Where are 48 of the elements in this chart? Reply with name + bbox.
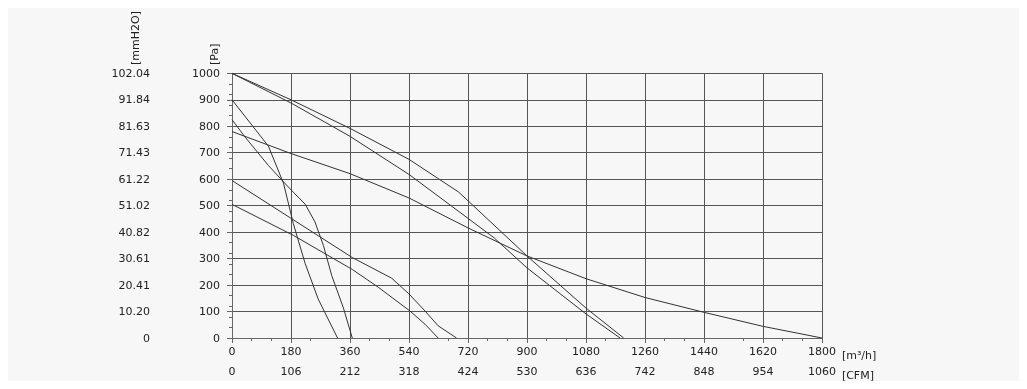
y-tick-label: 800	[199, 119, 220, 133]
x-tick-label: 900	[516, 345, 538, 358]
x-tick-label: 360	[339, 345, 361, 358]
y2-tick-label: 10.20	[118, 305, 150, 319]
x-tick-label: 720	[457, 345, 479, 358]
x-tick-label: 1080	[572, 345, 600, 358]
x-tick-label: 1800	[808, 345, 836, 358]
x-tick-label: 540	[398, 345, 420, 358]
y2-tick-label: 61.22	[118, 172, 150, 186]
y-tick-label: 400	[199, 225, 220, 239]
y2-tick-label: 71.43	[118, 146, 150, 160]
y-tick-label: 1000	[192, 66, 220, 80]
y-tick-label: 900	[199, 93, 220, 107]
y-tick-label: 600	[199, 172, 220, 186]
x-tick-label: 1260	[631, 345, 659, 358]
y-tick-label: 0	[213, 331, 220, 345]
x2-tick-label: 742	[634, 365, 656, 378]
y2-tick-label: 30.61	[118, 252, 150, 266]
x2-tick-label: 318	[398, 365, 420, 378]
x2-tick-label: 954	[752, 365, 774, 378]
y-tick-label: 300	[199, 252, 220, 266]
y2-tick-label: 20.41	[118, 278, 150, 292]
x2-tick-label: 0	[228, 365, 236, 378]
x-axis-title: [m³/h]	[841, 349, 877, 362]
x2-tick-label: 424	[457, 365, 479, 378]
x-tick-label: 1440	[690, 345, 718, 358]
y-tick-label: 100	[199, 305, 220, 319]
y-axis-title: [Pa]	[208, 43, 221, 65]
y-tick-label: 700	[199, 146, 220, 160]
y-tick-label: 200	[199, 278, 220, 292]
x-tick-label: 0	[228, 345, 236, 358]
y2-tick-label: 81.63	[118, 119, 150, 133]
x2-tick-label: 530	[516, 365, 538, 378]
x2-tick-label: 636	[575, 365, 597, 378]
y2-tick-label: 91.84	[118, 93, 150, 107]
y2-tick-label: 40.82	[118, 225, 150, 239]
y2-tick-label: 102.04	[111, 66, 150, 80]
y2-axis-title: [mmH2O]	[129, 10, 142, 65]
y2-tick-label: 0	[143, 331, 150, 345]
x2-tick-label: 212	[339, 365, 361, 378]
x2-tick-label: 106	[280, 365, 302, 378]
y2-tick-label: 51.02	[118, 199, 150, 213]
x2-axis-title: [CFM]	[841, 369, 874, 382]
x2-tick-label: 1060	[808, 365, 836, 378]
x2-tick-label: 848	[693, 365, 715, 378]
x-tick-label: 1620	[749, 345, 777, 358]
x-tick-label: 180	[280, 345, 302, 358]
y-tick-label: 500	[199, 199, 220, 213]
